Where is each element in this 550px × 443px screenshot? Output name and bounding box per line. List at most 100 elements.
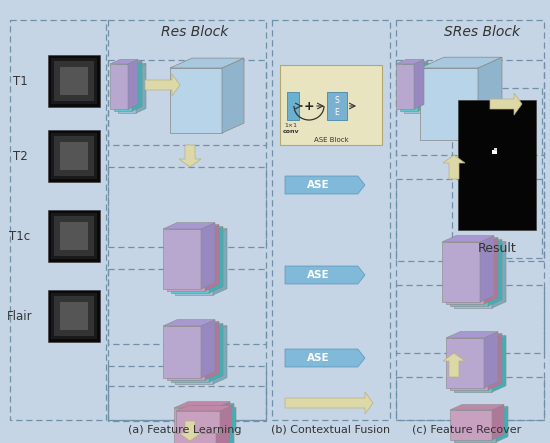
Polygon shape xyxy=(171,227,223,233)
Text: +: + xyxy=(304,100,314,113)
Polygon shape xyxy=(136,63,146,113)
Text: ASE: ASE xyxy=(307,270,329,280)
Polygon shape xyxy=(179,344,201,366)
Polygon shape xyxy=(285,266,365,284)
Bar xyxy=(167,231,205,291)
Bar xyxy=(171,330,209,382)
Bar xyxy=(446,244,484,304)
Polygon shape xyxy=(216,402,230,443)
Text: E: E xyxy=(334,108,339,117)
Polygon shape xyxy=(443,353,465,377)
Bar xyxy=(110,64,128,109)
Polygon shape xyxy=(488,240,502,306)
Polygon shape xyxy=(492,404,504,440)
Bar xyxy=(163,229,201,289)
Bar xyxy=(450,410,492,440)
Polygon shape xyxy=(224,408,236,435)
Polygon shape xyxy=(178,404,234,410)
Polygon shape xyxy=(179,145,201,167)
Bar xyxy=(163,326,201,378)
Bar xyxy=(51,293,97,339)
Polygon shape xyxy=(167,322,219,328)
Polygon shape xyxy=(400,62,428,66)
Text: ASE: ASE xyxy=(307,180,329,190)
Bar xyxy=(171,233,209,293)
Bar xyxy=(327,92,347,120)
Bar xyxy=(10,20,106,420)
Polygon shape xyxy=(422,63,432,113)
Bar xyxy=(108,167,266,247)
Polygon shape xyxy=(110,59,138,64)
Bar xyxy=(175,332,213,384)
Polygon shape xyxy=(114,62,142,66)
Polygon shape xyxy=(179,421,201,441)
Bar xyxy=(60,142,88,170)
Text: ASE Block: ASE Block xyxy=(314,137,348,143)
Polygon shape xyxy=(213,229,227,295)
Bar xyxy=(48,290,100,342)
Bar xyxy=(54,61,94,101)
Polygon shape xyxy=(418,62,428,111)
Polygon shape xyxy=(175,326,227,332)
Polygon shape xyxy=(478,57,502,140)
Bar xyxy=(442,242,480,302)
Text: (b) Contextual Fusion: (b) Contextual Fusion xyxy=(272,425,390,435)
Polygon shape xyxy=(128,59,138,109)
Polygon shape xyxy=(454,242,506,248)
Bar xyxy=(454,248,492,308)
Polygon shape xyxy=(145,74,180,96)
Text: SRes Block: SRes Block xyxy=(444,25,520,39)
Polygon shape xyxy=(201,320,215,378)
Polygon shape xyxy=(492,336,506,392)
Polygon shape xyxy=(285,176,365,194)
Polygon shape xyxy=(420,57,502,68)
Polygon shape xyxy=(446,238,498,244)
Bar xyxy=(287,92,299,120)
Bar xyxy=(174,408,216,443)
Polygon shape xyxy=(222,58,244,133)
Text: ASE: ASE xyxy=(307,353,329,363)
Polygon shape xyxy=(285,392,373,414)
Polygon shape xyxy=(118,63,146,68)
Polygon shape xyxy=(213,326,227,384)
Bar xyxy=(60,67,88,95)
Bar xyxy=(176,411,220,433)
Polygon shape xyxy=(132,62,142,111)
Text: (a) Feature Learning: (a) Feature Learning xyxy=(128,425,242,435)
Text: (c) Feature Recover: (c) Feature Recover xyxy=(412,425,521,435)
Text: Result: Result xyxy=(477,242,516,255)
Bar xyxy=(396,60,544,155)
Polygon shape xyxy=(167,225,219,231)
Polygon shape xyxy=(220,404,234,443)
Bar xyxy=(454,342,492,392)
Polygon shape xyxy=(450,404,504,410)
Text: S: S xyxy=(334,96,339,105)
Text: conv: conv xyxy=(283,129,299,134)
Bar xyxy=(108,20,266,420)
Polygon shape xyxy=(205,225,219,291)
Bar xyxy=(54,136,94,176)
Bar xyxy=(60,222,88,250)
Text: Flair: Flair xyxy=(7,310,33,323)
Polygon shape xyxy=(285,349,365,367)
Polygon shape xyxy=(170,58,244,68)
Polygon shape xyxy=(480,236,494,302)
Text: T2: T2 xyxy=(13,149,28,163)
Bar xyxy=(396,377,544,420)
Bar xyxy=(396,64,414,109)
Bar xyxy=(51,133,97,179)
Polygon shape xyxy=(180,408,236,413)
Bar xyxy=(420,68,478,140)
Polygon shape xyxy=(454,336,506,342)
Bar xyxy=(404,68,422,113)
Polygon shape xyxy=(492,242,506,308)
Bar xyxy=(272,20,390,420)
Polygon shape xyxy=(176,406,232,411)
Polygon shape xyxy=(404,63,432,68)
Bar xyxy=(48,130,100,182)
Bar xyxy=(450,246,488,306)
Polygon shape xyxy=(442,236,494,242)
Polygon shape xyxy=(396,59,424,64)
Bar xyxy=(108,386,266,420)
Bar xyxy=(396,179,544,261)
